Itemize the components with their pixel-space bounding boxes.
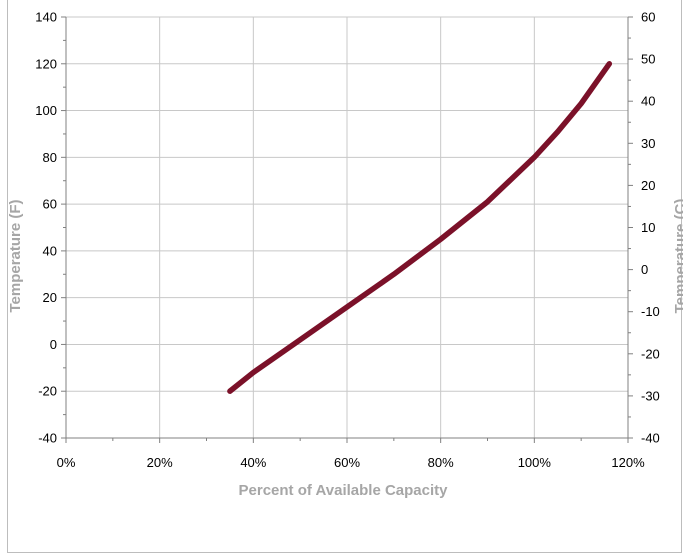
x-tick-label: 100% [518, 455, 552, 470]
x-tick-label: 60% [334, 455, 360, 470]
y-tick-label: 40 [43, 243, 57, 258]
y-tick-label: 140 [35, 10, 57, 25]
y-tick-label: -40 [38, 431, 57, 446]
y-tick-label: 120 [35, 56, 57, 71]
y2-tick-label: -20 [641, 346, 660, 361]
x-tick-label: 80% [428, 455, 454, 470]
y2-tick-label: 50 [641, 52, 655, 67]
y-tick-label: 60 [43, 197, 57, 212]
y2-tick-label: 60 [641, 10, 655, 25]
chart-frame [7, 0, 682, 553]
tick-labels: -40 -20 0 20 40 60 80 100 120 140 -40 -30 -20 -10 0 10 2… [35, 10, 660, 471]
x-tick-label: 120% [611, 455, 645, 470]
y-axis-title-left: Temperature (F) [7, 199, 24, 312]
y2-tick-label: 40 [641, 94, 655, 109]
y2-tick-label: 10 [641, 220, 655, 235]
grid [66, 16, 629, 438]
y2-tick-label: 0 [641, 262, 648, 277]
y-tick-label: 20 [43, 290, 57, 305]
y2-tick-label: -30 [641, 388, 660, 403]
y2-tick-label: -10 [641, 304, 660, 319]
y-tick-label: -20 [38, 384, 57, 399]
y-tick-label: 100 [35, 103, 57, 118]
y2-tick-label: -40 [641, 431, 660, 446]
y-tick-label: 0 [50, 337, 57, 352]
y-tick-label: 80 [43, 150, 57, 165]
x-tick-label: 0% [57, 455, 76, 470]
x-tick-label: 40% [240, 455, 266, 470]
series-line [227, 61, 613, 394]
x-tick-label: 20% [147, 455, 173, 470]
y2-tick-label: 20 [641, 178, 655, 193]
y2-tick-label: 30 [641, 136, 655, 151]
axes [61, 16, 633, 443]
x-axis-title: Percent of Available Capacity [239, 482, 449, 499]
y-axis-title-right: Temperature (C) [672, 199, 683, 314]
series-layer [227, 61, 613, 394]
